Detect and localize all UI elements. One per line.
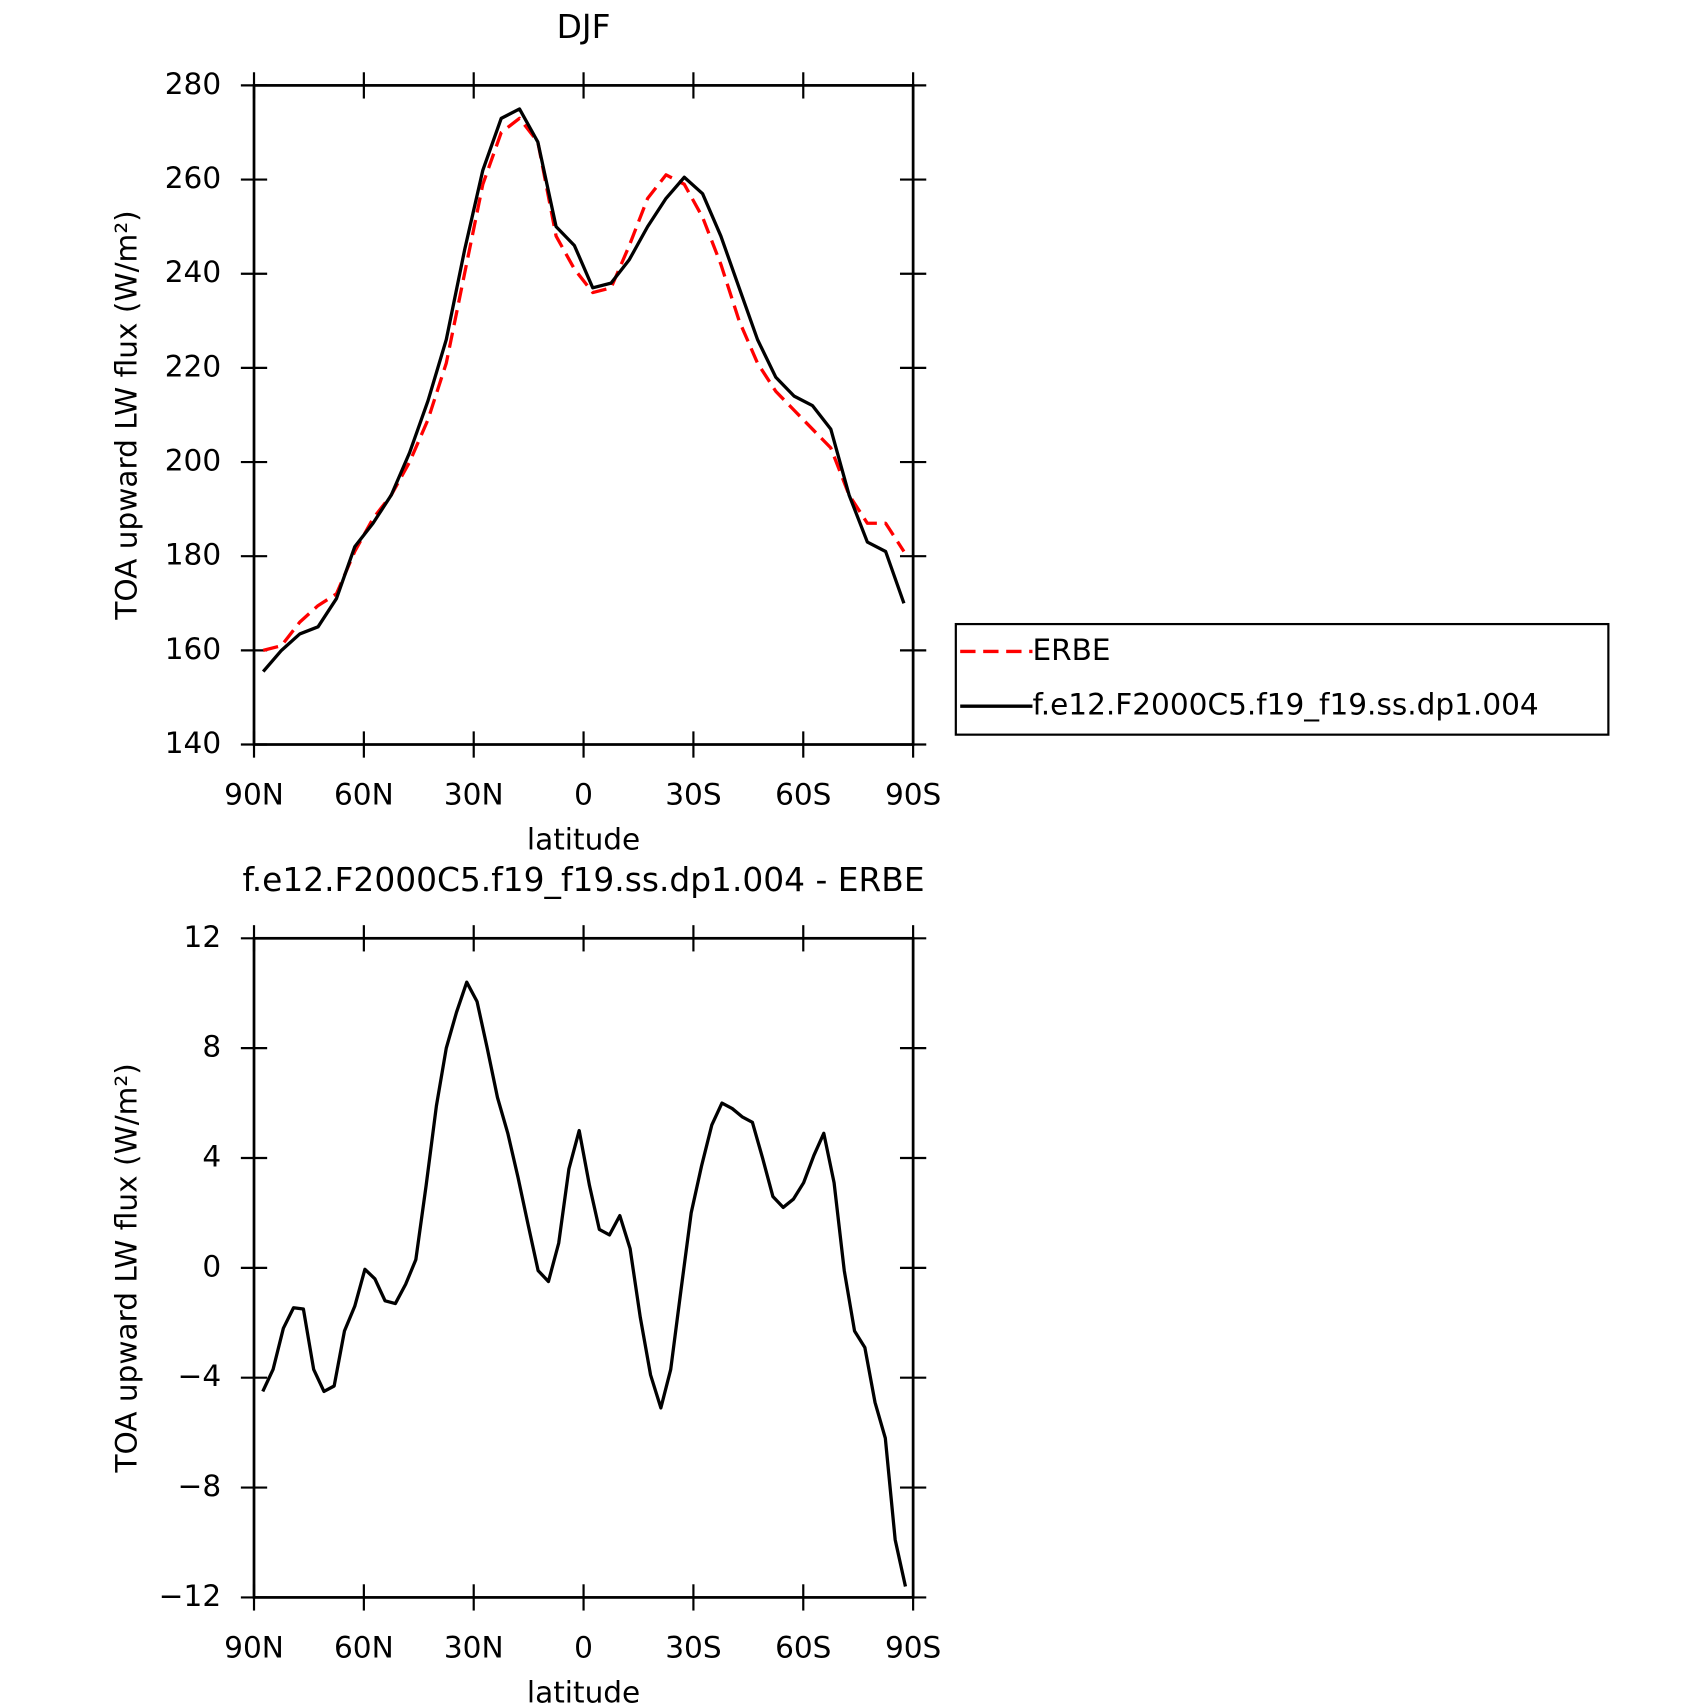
- x-tick-label: 90S: [885, 777, 941, 811]
- y-tick-label: 220: [165, 349, 221, 383]
- y-tick-label: 160: [165, 632, 221, 666]
- x-tick-label: 30N: [444, 777, 504, 811]
- y-tick-label: 0: [202, 1249, 221, 1283]
- y-tick-label: 8: [202, 1030, 221, 1064]
- x-tick-label: 30N: [444, 1630, 504, 1664]
- y-axis-label: TOA upward LW flux (W/m²): [110, 1063, 144, 1473]
- x-axis-label: latitude: [527, 822, 640, 856]
- x-tick-label: 0: [574, 777, 593, 811]
- y-axis-label: TOA upward LW flux (W/m²): [110, 210, 144, 620]
- plot-frame: [252, 84, 915, 746]
- y-tick-label: −12: [159, 1579, 221, 1613]
- x-tick-label: 0: [574, 1630, 593, 1664]
- y-tick-label: −4: [178, 1359, 222, 1393]
- y-tick-label: 200: [165, 444, 221, 478]
- data-line: [262, 116, 906, 652]
- legend-label: ERBE: [1032, 633, 1110, 667]
- x-tick-label: 90N: [224, 777, 284, 811]
- y-tick-label: 280: [165, 67, 221, 101]
- y-tick-label: 12: [184, 920, 222, 954]
- chart-title: DJF: [557, 8, 611, 46]
- x-tick-label: 90S: [885, 1630, 941, 1664]
- x-tick-label: 60S: [775, 777, 831, 811]
- y-tick-label: 240: [165, 255, 221, 289]
- legend-label: f.e12.F2000C5.f19_f19.ss.dp1.004: [1032, 688, 1538, 722]
- y-tick-label: 4: [202, 1140, 221, 1174]
- y-tick-label: 180: [165, 538, 221, 572]
- y-tick-label: −8: [178, 1469, 222, 1503]
- data-line: [261, 980, 908, 1587]
- x-tick-label: 60S: [775, 1630, 831, 1664]
- x-tick-label: 60N: [334, 1630, 394, 1664]
- plot-frame: [252, 936, 915, 1599]
- y-tick-label: 140: [165, 726, 221, 760]
- legend-box: [954, 622, 1610, 736]
- x-tick-label: 30S: [665, 777, 721, 811]
- data-line: [261, 107, 906, 673]
- chart-title: f.e12.F2000C5.f19_f19.ss.dp1.004 - ERBE: [243, 861, 925, 899]
- y-tick-label: 260: [165, 161, 221, 195]
- x-tick-label: 90N: [224, 1630, 284, 1664]
- x-axis-label: latitude: [527, 1675, 640, 1708]
- x-tick-label: 30S: [665, 1630, 721, 1664]
- x-tick-label: 60N: [334, 777, 394, 811]
